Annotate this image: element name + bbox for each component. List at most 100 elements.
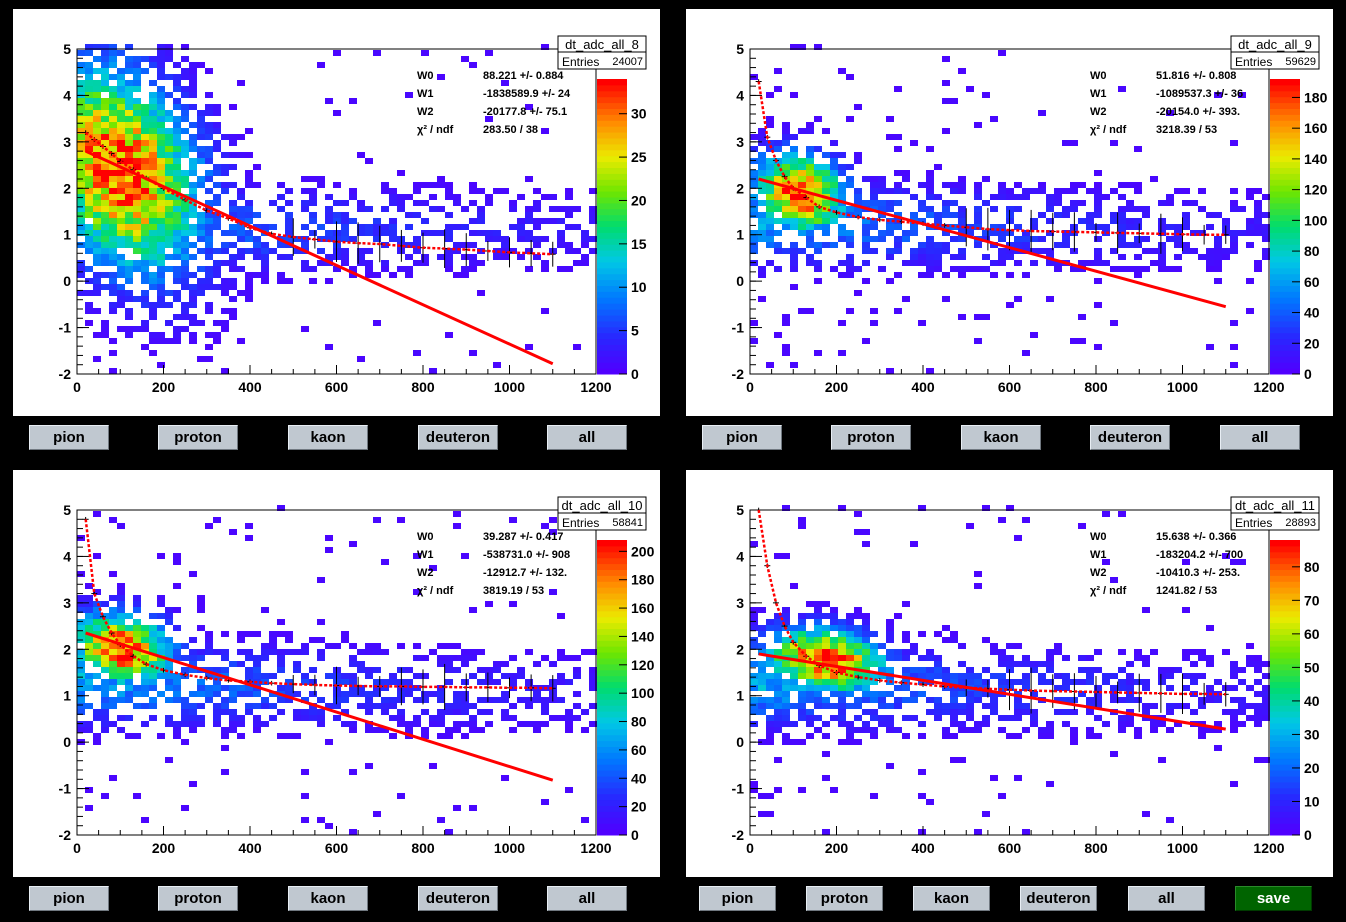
pion-button[interactable]: pion <box>702 425 782 450</box>
density-bin <box>870 697 878 703</box>
deuteron-button[interactable]: deuteron <box>418 886 498 911</box>
density-bin <box>181 140 189 146</box>
all-button[interactable]: all <box>547 886 627 911</box>
density-bin <box>774 206 782 212</box>
density-bin <box>437 254 445 260</box>
density-bin <box>157 224 165 230</box>
histogram-panel-9[interactable]: 0 200 400 600 800 1000 1200 -2 -1 0 1 2 3 4 5 0 20 40 60 80… <box>686 9 1333 416</box>
density-bin <box>1190 691 1198 697</box>
kaon-button[interactable]: kaon <box>288 886 368 911</box>
density-bin <box>117 601 125 607</box>
palette-cell <box>1270 805 1300 812</box>
density-bin <box>766 164 774 170</box>
density-bin <box>189 86 197 92</box>
density-bin <box>854 529 862 535</box>
density-bin <box>557 673 565 679</box>
density-bin <box>1030 218 1038 224</box>
density-bin <box>205 152 213 158</box>
density-bin <box>934 212 942 218</box>
density-bin <box>205 224 213 230</box>
density-bin <box>245 248 253 254</box>
density-bin <box>830 242 838 248</box>
save-button[interactable]: save <box>1235 886 1312 911</box>
density-bin <box>1166 703 1174 709</box>
density-bin <box>982 637 990 643</box>
density-bin <box>293 661 301 667</box>
density-bin <box>1006 733 1014 739</box>
deuteron-button[interactable]: deuteron <box>1020 886 1097 911</box>
density-bin <box>149 631 157 637</box>
density-bin <box>245 523 253 529</box>
density-bin <box>766 116 774 122</box>
density-bin <box>85 248 93 254</box>
density-bin <box>990 230 998 236</box>
density-bin <box>1142 206 1150 212</box>
density-bin <box>910 673 918 679</box>
density-bin <box>886 715 894 721</box>
density-bin <box>309 188 317 194</box>
density-bin <box>149 685 157 691</box>
density-bin <box>886 631 894 637</box>
chi2-value: 3218.39 / 53 <box>1156 124 1217 136</box>
density-bin <box>205 248 213 254</box>
density-bin <box>798 637 806 643</box>
density-bin <box>517 194 525 200</box>
density-bin <box>1238 559 1246 565</box>
density-bin <box>477 679 485 685</box>
density-bin <box>117 523 125 529</box>
proton-button[interactable]: proton <box>831 425 911 450</box>
density-bin <box>165 649 173 655</box>
density-bin <box>221 769 229 775</box>
density-bin <box>862 643 870 649</box>
deuteron-button[interactable]: deuteron <box>1090 425 1170 450</box>
density-bin <box>205 158 213 164</box>
density-bin <box>758 673 766 679</box>
density-bin <box>1166 224 1174 230</box>
density-bin <box>381 727 389 733</box>
density-bin <box>814 601 822 607</box>
proton-button[interactable]: proton <box>158 425 238 450</box>
density-bin <box>814 631 822 637</box>
density-bin <box>1006 254 1014 260</box>
kaon-button[interactable]: kaon <box>961 425 1041 450</box>
density-bin <box>854 158 862 164</box>
density-bin <box>509 679 517 685</box>
density-bin <box>958 721 966 727</box>
density-bin <box>157 601 165 607</box>
deuteron-button[interactable]: deuteron <box>418 425 498 450</box>
density-bin <box>477 206 485 212</box>
all-button[interactable]: all <box>547 425 627 450</box>
pion-button[interactable]: pion <box>29 425 109 450</box>
kaon-button[interactable]: kaon <box>913 886 990 911</box>
density-bin <box>838 661 846 667</box>
proton-button[interactable]: proton <box>158 886 238 911</box>
density-bin <box>245 709 253 715</box>
density-bin <box>774 661 782 667</box>
histogram-panel-10[interactable]: 0 200 400 600 800 1000 1200 -2 -1 0 1 2 3 4 5 0 20 40 60 80… <box>13 470 660 877</box>
density-bin <box>197 703 205 709</box>
histogram-panel-11[interactable]: 0 200 400 600 800 1000 1200 -2 -1 0 1 2 3 4 5 0 10 20 30 40… <box>686 470 1333 877</box>
density-bin <box>798 194 806 200</box>
density-bin <box>493 188 501 194</box>
density-bin <box>85 224 93 230</box>
palette-cell <box>1270 197 1300 204</box>
all-button[interactable]: all <box>1220 425 1300 450</box>
density-bin <box>1174 667 1182 673</box>
density-bin <box>237 266 245 272</box>
density-bin <box>822 170 830 176</box>
density-bin <box>814 206 822 212</box>
proton-button[interactable]: proton <box>806 886 883 911</box>
density-bin <box>565 709 573 715</box>
density-bin <box>814 697 822 703</box>
kaon-button[interactable]: kaon <box>288 425 368 450</box>
density-bin <box>830 206 838 212</box>
all-button[interactable]: all <box>1128 886 1205 911</box>
density-bin <box>141 182 149 188</box>
density-bin <box>237 80 245 86</box>
chi2-label: χ² / ndf <box>1090 124 1127 136</box>
z-tick-label: 0 <box>1304 366 1312 382</box>
pion-button[interactable]: pion <box>29 886 109 911</box>
histogram-panel-8[interactable]: 0 200 400 600 800 1000 1200 -2 -1 0 1 2 3 4 5 0 5 10 15 20 2… <box>13 9 660 416</box>
density-bin <box>766 188 774 194</box>
pion-button[interactable]: pion <box>699 886 776 911</box>
